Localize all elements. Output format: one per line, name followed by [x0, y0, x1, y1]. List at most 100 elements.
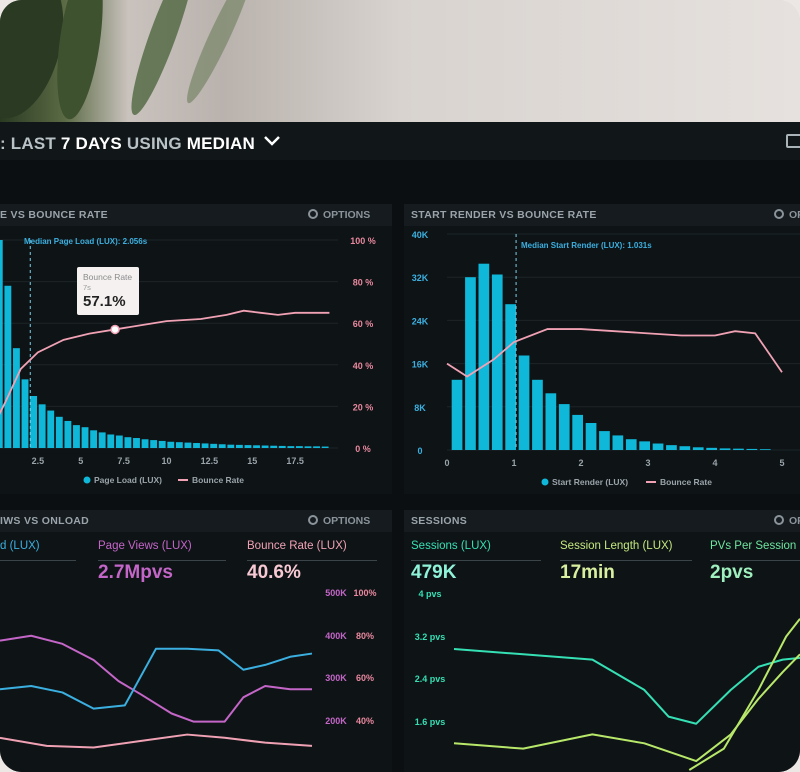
- x-tick-label: 10: [161, 456, 171, 466]
- bar: [612, 435, 624, 450]
- bar: [666, 445, 677, 450]
- bounce-rate-point: [110, 324, 120, 335]
- bar: [287, 446, 295, 448]
- bar: [321, 446, 329, 448]
- views-onload-chart: 200K 300K 400K 500K 40% 60% 80% 100%: [0, 588, 377, 749]
- median-marker-label: Median Start Render (LUX): 1.031s: [521, 241, 652, 250]
- divider: [560, 560, 692, 561]
- options-label: OP: [789, 515, 800, 527]
- bar: [733, 448, 744, 450]
- divider: [98, 560, 226, 561]
- panel-header: [0, 204, 392, 226]
- bar: [532, 379, 543, 450]
- bar: [692, 447, 704, 450]
- x-tick-label: 15: [247, 456, 257, 466]
- y2-tick-label: 100%: [353, 588, 376, 598]
- bar: [193, 443, 200, 448]
- bar: [253, 445, 260, 448]
- metric-page-views: Page Views (LUX) 2.7Mpvs: [98, 540, 192, 584]
- date-range-selector[interactable]: : LAST 7 DAYS USING MEDIAN: [0, 134, 255, 154]
- bar: [759, 449, 771, 450]
- options-icon: [308, 209, 318, 219]
- options-button[interactable]: OP: [774, 209, 800, 221]
- y-tick-label: 32K: [412, 273, 429, 283]
- title-word-last: LAST: [10, 134, 56, 153]
- y-tick-label: 500K: [325, 588, 347, 598]
- bar: [451, 379, 463, 450]
- y-tick-label: 2.4 pvs: [415, 674, 446, 684]
- panel-title: IWS VS ONLOAD: [0, 515, 90, 527]
- bar: [64, 420, 72, 448]
- y-tick-label: 400K: [325, 631, 347, 641]
- bar: [90, 430, 98, 448]
- bar: [81, 427, 89, 448]
- bar: [124, 437, 132, 448]
- y-tick-label: 4 pvs: [418, 589, 441, 599]
- bar: [304, 446, 312, 448]
- bar: [652, 443, 664, 450]
- options-button[interactable]: OPTIONS: [308, 515, 370, 527]
- bar: [98, 432, 106, 448]
- bar: [47, 410, 55, 448]
- metric-label: Sessions (LUX): [411, 540, 491, 552]
- y-tick-label: 24K: [412, 316, 429, 326]
- series-line: [453, 647, 800, 725]
- bar: [599, 431, 610, 450]
- bar: [201, 443, 209, 448]
- options-button[interactable]: OP: [774, 515, 800, 527]
- tooltip-value: 57.1%: [83, 293, 126, 310]
- series-line: [453, 653, 800, 763]
- bar: [167, 441, 175, 448]
- bounce-rate-line: [0, 309, 330, 415]
- y2-tick-label: 0 %: [355, 444, 371, 454]
- metric-pvs-per-session: PVs Per Session (L 2pvs: [710, 540, 800, 584]
- y-tick-label: 1.6 pvs: [415, 717, 446, 727]
- y2-tick-label: 60%: [356, 673, 374, 683]
- y2-tick-label: 80 %: [353, 278, 374, 288]
- metric-session-length: Session Length (LUX) 17min: [560, 540, 673, 584]
- bar: [13, 348, 20, 448]
- options-icon: [774, 515, 784, 525]
- views-onload-panel: IWS VS ONLOAD OPTIONS d (LUX) Page Views…: [0, 510, 392, 772]
- dashboard-screen: : LAST 7 DAYS USING MEDIAN E VS BOUNCE R…: [0, 122, 800, 772]
- bar: [107, 434, 115, 448]
- metric-label: d (LUX): [0, 540, 40, 552]
- y2-tick-label: 80%: [356, 631, 374, 641]
- sessions-panel: SESSIONS OP Sessions (LUX) 479K Session …: [404, 510, 800, 772]
- options-button[interactable]: OPTIONS: [308, 209, 370, 221]
- bar: [0, 240, 3, 448]
- y2-tick-label: 40%: [356, 716, 374, 726]
- metric-value: 40.6%: [247, 562, 301, 583]
- bar: [261, 445, 269, 448]
- x-tick-label: 2.5: [32, 456, 45, 466]
- panel-header: [404, 204, 800, 226]
- legend-label: Bounce Rate: [192, 475, 244, 485]
- metric-sessions: Sessions (LUX) 479K: [411, 540, 491, 584]
- legend-label: Bounce Rate: [660, 477, 712, 487]
- panel-header: [404, 510, 800, 532]
- x-tick-label: 3: [645, 458, 650, 468]
- series-line: [0, 733, 313, 749]
- bounce-rate-line: [446, 328, 783, 378]
- monitor-icon[interactable]: [786, 134, 800, 148]
- legend-label: Start Render (LUX): [552, 477, 628, 487]
- bar: [227, 444, 235, 448]
- title-word-using: USING: [126, 134, 182, 153]
- divider: [411, 560, 541, 561]
- title-word-days: 7 DAYS: [60, 134, 122, 153]
- options-label: OPTIONS: [323, 209, 371, 221]
- chevron-down-icon[interactable]: [262, 132, 282, 148]
- title-prefix: :: [0, 134, 11, 153]
- bar: [518, 355, 530, 450]
- options-icon: [308, 515, 318, 525]
- metric-label: Bounce Rate (LUX): [247, 540, 347, 552]
- y-tick-label: 40K: [412, 230, 429, 240]
- bar: [21, 379, 29, 448]
- bar: [38, 404, 46, 448]
- x-tick-label: 5: [779, 458, 784, 468]
- metric-value: 2.7Mpvs: [98, 562, 173, 583]
- y-tick-label: 300K: [325, 673, 347, 683]
- x-tick-label: 5: [78, 456, 83, 466]
- bar: [175, 442, 183, 448]
- y2-tick-label: 20 %: [353, 402, 374, 412]
